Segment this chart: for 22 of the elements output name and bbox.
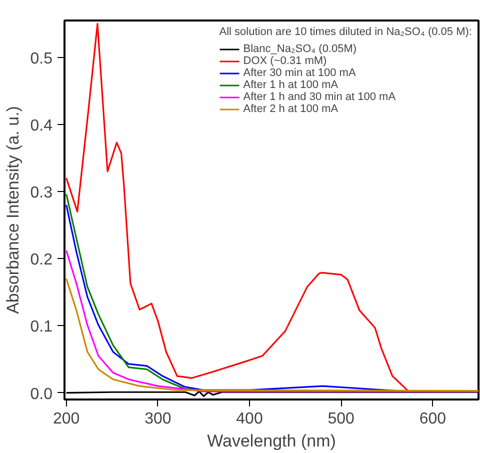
legend-title: All solution are 10 times diluted in Na₂SO₄ (0.05 M): [219, 26, 472, 38]
y-tick-label: 0.2 [30, 252, 53, 269]
x-tick-label: 200 [52, 410, 80, 428]
x-tick-label: 300 [144, 410, 172, 428]
y-tick-label: 0.4 [30, 117, 53, 134]
y-tick-label: 0.0 [30, 386, 53, 403]
y-tick-label: 0.3 [30, 184, 53, 202]
legend-label: After 1 h at 100 mA [243, 79, 338, 91]
legend-label: After 30 min at 100 mA [243, 67, 356, 79]
x-tick-label: 400 [236, 410, 263, 428]
legend-label: Blanc_Na₂SO₄ (0.05M) [243, 43, 357, 55]
legend-label: After 1 h and 30 min at 100 mA [243, 91, 396, 103]
x-axis-title: Wavelength (nm) [207, 432, 336, 450]
line-series [66, 250, 478, 392]
y-tick-label: 0.1 [30, 318, 53, 336]
y-axis-title: Absorbance Intensity (a. u.) [3, 106, 22, 314]
legend-label: After 2 h at 100 mA [243, 103, 338, 115]
y-tick-label: 0.5 [30, 50, 53, 68]
line-series [66, 278, 478, 392]
legend-label: DOX (~0.31 mM) [243, 55, 327, 67]
x-tick-label: 500 [328, 410, 355, 428]
x-tick-label: 600 [419, 410, 446, 428]
